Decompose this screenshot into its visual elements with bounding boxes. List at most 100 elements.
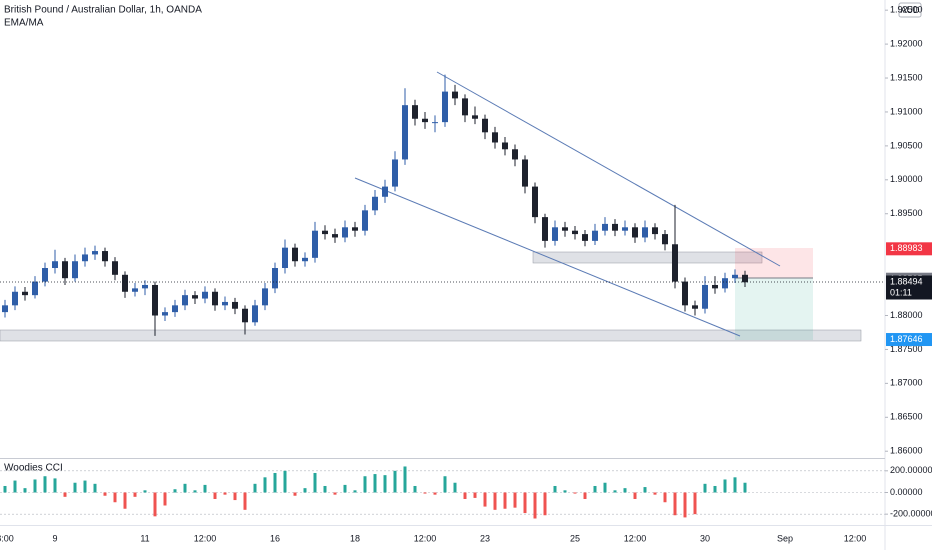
candle-body [302, 257, 308, 262]
cci-bar [113, 492, 117, 503]
candle-body [712, 284, 718, 289]
y-tick-label: 1.92500 [890, 5, 923, 15]
trendline [354, 177, 741, 337]
candle-body [492, 132, 498, 143]
cci-bar [593, 485, 597, 493]
candle-body [52, 261, 58, 269]
x-tick-label: 12:00 [194, 533, 217, 543]
trendline [436, 71, 781, 267]
candle-body [322, 230, 328, 235]
cci-bar [63, 492, 67, 497]
cci-bar [523, 492, 527, 514]
cci-bar [33, 479, 37, 493]
cci-bar [73, 482, 77, 493]
cci-bar [153, 492, 157, 517]
candle-body [62, 261, 68, 279]
indicator-title: Woodies CCI [4, 463, 63, 474]
cci-bar [283, 470, 287, 493]
cci-bar [163, 492, 167, 506]
candle-body [292, 247, 298, 262]
candle-body [702, 284, 708, 309]
candle-body [182, 295, 188, 306]
candle-body [2, 305, 8, 313]
candle-body [372, 196, 378, 211]
y-tick-label: 1.89500 [890, 208, 923, 218]
candle-body [512, 149, 518, 160]
cci-bar [243, 492, 247, 510]
cci-bar [723, 479, 727, 493]
x-tick-label: 25 [570, 533, 580, 543]
y-tick-label: -200.00000 [890, 509, 932, 519]
cci-bar [533, 492, 537, 519]
currency-box[interactable] [898, 2, 922, 18]
price-label: 1.87646 [890, 334, 923, 344]
cci-bar [413, 485, 417, 493]
cci-bar [623, 488, 627, 493]
candle-body [502, 142, 508, 150]
candle-body [642, 227, 648, 238]
x-tick-label: 9 [52, 533, 57, 543]
cci-bar [223, 492, 227, 495]
candle-body [572, 230, 578, 235]
candle-body [192, 295, 198, 299]
candle-body [282, 247, 288, 269]
cci-bar [3, 485, 7, 493]
candle-body [732, 274, 738, 279]
cci-bar [673, 492, 677, 516]
y-tick-label: 0.00000 [890, 487, 923, 497]
x-tick-label: 12:00 [844, 533, 867, 543]
candle-body [272, 268, 278, 289]
cci-bar [103, 492, 107, 496]
cci-bar [713, 485, 717, 493]
indicator-label: EMA/MA [4, 18, 44, 29]
cci-bar [563, 490, 567, 493]
candle-body [12, 291, 18, 306]
cci-bar [263, 477, 267, 493]
cci-bar [383, 475, 387, 493]
y-tick-label: 200.00000 [890, 465, 932, 475]
candle-body [152, 284, 158, 316]
cci-bar [333, 492, 337, 495]
y-tick-label: 1.88000 [890, 310, 923, 320]
currency[interactable]: AUD [900, 5, 920, 15]
candle-body [402, 105, 408, 160]
cci-bar [543, 492, 547, 516]
candle-body [242, 308, 248, 323]
candle-body [232, 301, 238, 309]
chart-title: British Pound / Australian Dollar, 1h, O… [4, 5, 202, 16]
cci-bar [293, 492, 297, 496]
cci-bar [233, 492, 237, 501]
cci-bar [143, 490, 147, 493]
countdown: 01:11 [890, 287, 912, 297]
candle-body [262, 288, 268, 306]
cci-bar [213, 492, 217, 499]
candle-body [742, 274, 748, 283]
candle-body [562, 227, 568, 231]
cci-bar [133, 492, 137, 497]
cci-bar [743, 482, 747, 493]
cci-bar [513, 492, 517, 508]
cci-bar [353, 490, 357, 493]
cci-bar [423, 492, 427, 494]
candle-body [222, 301, 228, 306]
cci-bar [323, 485, 327, 493]
cci-bar [573, 492, 577, 494]
price-label: 1.88494 [890, 276, 923, 286]
candle-body [422, 118, 428, 123]
cci-bar [703, 483, 707, 493]
y-tick-label: 1.87000 [890, 378, 923, 388]
x-tick-label: 12:00 [624, 533, 647, 543]
cci-bar [683, 492, 687, 518]
y-tick-label: 1.86500 [890, 412, 923, 422]
y-tick-label: 1.90000 [890, 174, 923, 184]
candle-body [202, 291, 208, 299]
candle-body [382, 186, 388, 197]
candle-body [692, 305, 698, 309]
candle-body [552, 227, 558, 241]
cci-bar [363, 476, 367, 493]
candle-body [582, 234, 588, 241]
y-tick-label: 1.91500 [890, 72, 923, 82]
x-tick-label: 18 [350, 533, 360, 543]
candle-body [632, 227, 638, 238]
